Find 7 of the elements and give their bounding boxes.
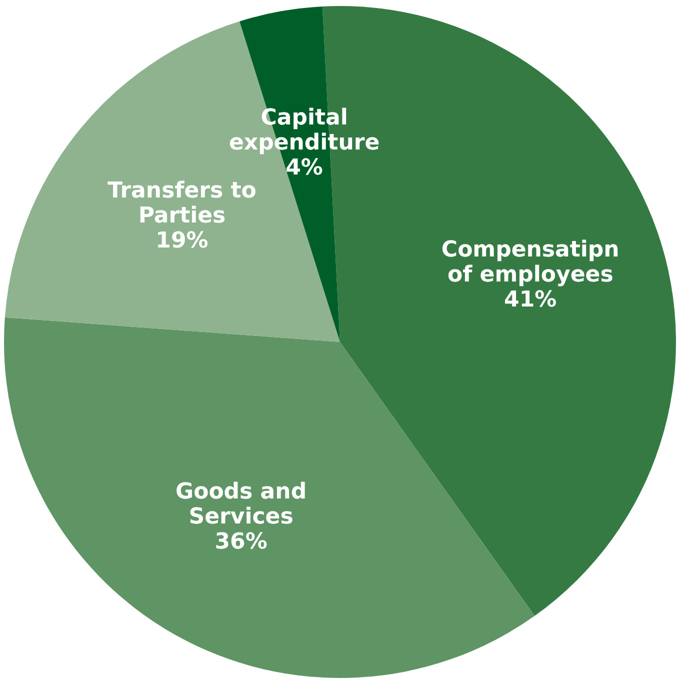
data-label: 19%: [156, 228, 208, 254]
slice-label: Transfers to Parties: [108, 178, 256, 228]
data-label: 4%: [286, 155, 323, 180]
data-label: 36%: [214, 529, 268, 554]
slice-label: Goods and Services: [176, 479, 307, 530]
data-label: 41%: [504, 287, 557, 312]
slice-label: Compensatipn of employees: [441, 237, 620, 288]
